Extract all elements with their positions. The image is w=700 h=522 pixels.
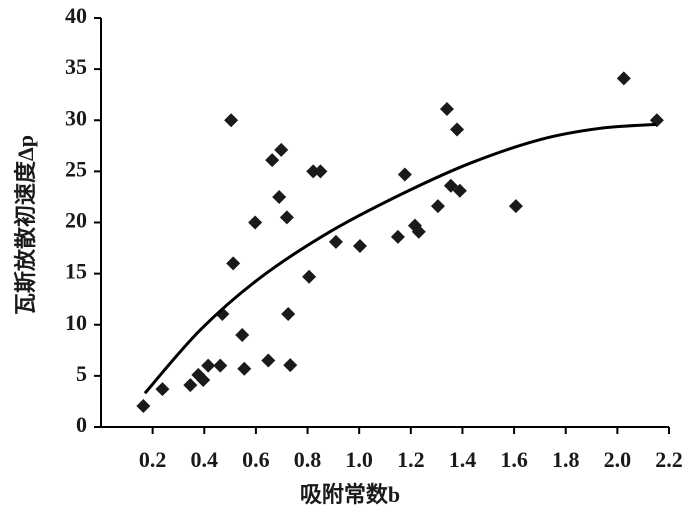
scatter-point (226, 256, 241, 271)
x-tick-label: 1.6 (500, 447, 528, 472)
scatter-point (237, 361, 252, 376)
scatter-point (155, 382, 170, 397)
scatter-point (261, 353, 276, 368)
scatter-point (235, 327, 250, 342)
x-tick-label: 1.8 (552, 447, 580, 472)
scatter-point (224, 113, 239, 128)
y-tick-label: 30 (65, 105, 87, 130)
scatter-point (352, 239, 367, 254)
scatter-point (196, 372, 211, 387)
y-tick-label: 10 (65, 310, 87, 335)
scatter-point (302, 269, 317, 284)
scatter-point (390, 229, 405, 244)
scatter-point (397, 167, 412, 182)
scatter-point (443, 178, 458, 193)
scatter-point (328, 234, 343, 249)
x-tick-label: 2.2 (655, 447, 683, 472)
y-tick-label: 15 (65, 259, 87, 284)
scatter-point (201, 358, 216, 373)
y-tick-label: 20 (65, 208, 87, 233)
x-tick-label: 0.2 (139, 447, 167, 472)
scatter-point (183, 378, 198, 393)
scatter-point (281, 307, 296, 322)
scatter-point (272, 189, 287, 204)
y-tick-label: 25 (65, 156, 87, 181)
scatter-point (411, 224, 426, 239)
x-axis-label: 吸附常数b (300, 482, 400, 507)
x-tick-label: 2.0 (604, 447, 632, 472)
scatter-point (213, 358, 228, 373)
x-tick-label: 0.6 (242, 447, 270, 472)
scatter-point (508, 199, 523, 214)
x-tick-label: 1.0 (345, 447, 373, 472)
scatter-point (274, 142, 289, 157)
scatter-point (279, 210, 294, 225)
scatter-point (616, 71, 631, 86)
scatter-point (136, 399, 151, 414)
scatter-point (306, 164, 321, 179)
scatter-point (439, 102, 454, 117)
x-tick-label: 1.4 (449, 447, 477, 472)
y-tick-label: 35 (65, 54, 87, 79)
x-tick-label: 0.8 (294, 447, 322, 472)
scatter-point (248, 215, 263, 230)
y-tick-label: 40 (65, 3, 87, 28)
scatter-point (313, 164, 328, 179)
trend-line (143, 122, 657, 395)
scatter-point (450, 122, 465, 137)
y-tick-label: 5 (76, 361, 87, 386)
scatter-point (265, 153, 280, 168)
y-axis-label: 瓦斯放散初速度Δp (13, 135, 38, 315)
x-tick-label: 1.2 (397, 447, 425, 472)
x-tick-label: 0.4 (191, 447, 219, 472)
scatter-point (452, 183, 467, 198)
scatter-point (283, 358, 298, 373)
scatter-point (430, 199, 445, 214)
y-tick-label: 0 (76, 412, 87, 437)
